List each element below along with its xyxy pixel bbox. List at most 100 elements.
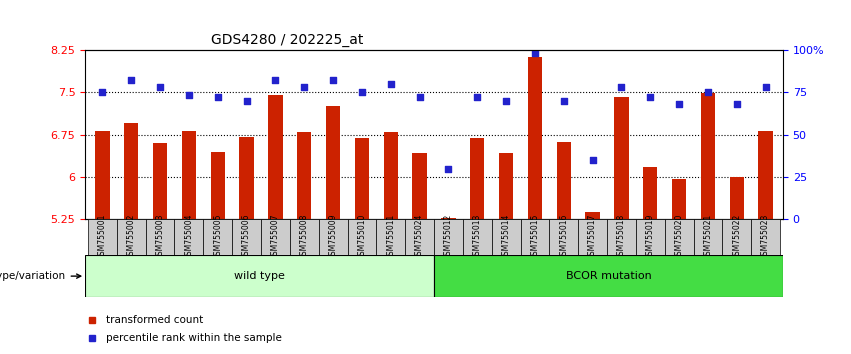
FancyBboxPatch shape [607, 219, 636, 255]
FancyBboxPatch shape [405, 219, 434, 255]
Text: percentile rank within the sample: percentile rank within the sample [106, 333, 282, 343]
Bar [470, 138, 484, 219]
Point [585, 157, 599, 163]
Text: GSM755016: GSM755016 [559, 214, 568, 261]
FancyBboxPatch shape [434, 255, 783, 297]
FancyBboxPatch shape [636, 219, 665, 255]
Point [182, 93, 196, 98]
Bar [700, 93, 715, 219]
Text: GSM755019: GSM755019 [646, 214, 654, 261]
Bar [643, 167, 658, 219]
Bar [182, 131, 196, 219]
FancyBboxPatch shape [117, 219, 146, 255]
Point [211, 94, 225, 100]
Point [759, 84, 773, 90]
Point [95, 89, 109, 95]
Bar [384, 132, 398, 219]
Bar [729, 177, 744, 219]
FancyBboxPatch shape [722, 219, 751, 255]
Point [442, 166, 455, 171]
FancyBboxPatch shape [290, 219, 318, 255]
Bar [758, 131, 773, 219]
FancyBboxPatch shape [376, 219, 405, 255]
Text: genotype/variation: genotype/variation [0, 271, 81, 281]
Text: GSM755007: GSM755007 [271, 214, 280, 261]
FancyBboxPatch shape [550, 219, 578, 255]
Text: GSM755002: GSM755002 [127, 214, 136, 261]
Text: GSM755018: GSM755018 [617, 214, 626, 260]
Bar [499, 153, 513, 219]
Point [500, 98, 513, 103]
Point [298, 84, 311, 90]
FancyBboxPatch shape [751, 219, 780, 255]
Point [269, 77, 283, 83]
FancyBboxPatch shape [521, 219, 550, 255]
Bar [210, 152, 225, 219]
FancyBboxPatch shape [232, 219, 261, 255]
Point [384, 81, 397, 86]
Text: transformed count: transformed count [106, 315, 203, 325]
Text: GSM755024: GSM755024 [415, 214, 424, 261]
Point [413, 94, 426, 100]
Text: GSM755015: GSM755015 [530, 214, 540, 261]
Bar [326, 106, 340, 219]
Point [355, 89, 368, 95]
Bar [95, 131, 110, 219]
FancyBboxPatch shape [261, 219, 290, 255]
Text: GSM755006: GSM755006 [242, 214, 251, 261]
FancyBboxPatch shape [318, 219, 347, 255]
Text: GSM755012: GSM755012 [444, 214, 453, 260]
Text: BCOR mutation: BCOR mutation [566, 271, 651, 281]
Point [557, 98, 570, 103]
FancyBboxPatch shape [434, 219, 463, 255]
FancyBboxPatch shape [347, 219, 376, 255]
Bar [124, 123, 139, 219]
Bar [528, 57, 542, 219]
FancyBboxPatch shape [665, 219, 694, 255]
Point [471, 94, 484, 100]
Text: wild type: wild type [234, 271, 285, 281]
Text: GSM755020: GSM755020 [675, 214, 683, 261]
FancyBboxPatch shape [203, 219, 232, 255]
Point [124, 77, 138, 83]
Bar [268, 95, 283, 219]
FancyBboxPatch shape [694, 219, 722, 255]
Bar [557, 142, 571, 219]
Bar [585, 212, 600, 219]
FancyBboxPatch shape [85, 255, 434, 297]
FancyBboxPatch shape [146, 219, 174, 255]
Text: GSM755011: GSM755011 [386, 214, 395, 260]
Bar [614, 97, 629, 219]
Point [528, 50, 542, 56]
Bar [672, 179, 686, 219]
FancyBboxPatch shape [578, 219, 607, 255]
Text: GSM755008: GSM755008 [300, 214, 309, 261]
FancyBboxPatch shape [463, 219, 492, 255]
Bar [153, 143, 168, 219]
Point [643, 94, 657, 100]
Bar [413, 153, 427, 219]
Text: GSM755021: GSM755021 [704, 214, 712, 260]
Bar [239, 137, 254, 219]
Point [614, 84, 628, 90]
Bar [297, 132, 311, 219]
Text: GSM755003: GSM755003 [156, 214, 164, 261]
Point [701, 89, 715, 95]
Point [326, 77, 340, 83]
Text: GSM755004: GSM755004 [185, 214, 193, 261]
Point [153, 84, 167, 90]
Bar [441, 218, 455, 219]
Point [672, 101, 686, 107]
Point [240, 98, 254, 103]
Text: GSM755010: GSM755010 [357, 214, 367, 261]
Text: GSM755009: GSM755009 [328, 214, 338, 261]
Bar [355, 138, 369, 219]
FancyBboxPatch shape [174, 219, 203, 255]
Text: GSM755022: GSM755022 [732, 214, 741, 260]
Text: GSM755013: GSM755013 [473, 214, 482, 261]
Text: GSM755014: GSM755014 [501, 214, 511, 261]
FancyBboxPatch shape [492, 219, 521, 255]
Text: GSM755017: GSM755017 [588, 214, 597, 261]
Text: GSM755023: GSM755023 [761, 214, 770, 261]
Text: GSM755001: GSM755001 [98, 214, 107, 261]
